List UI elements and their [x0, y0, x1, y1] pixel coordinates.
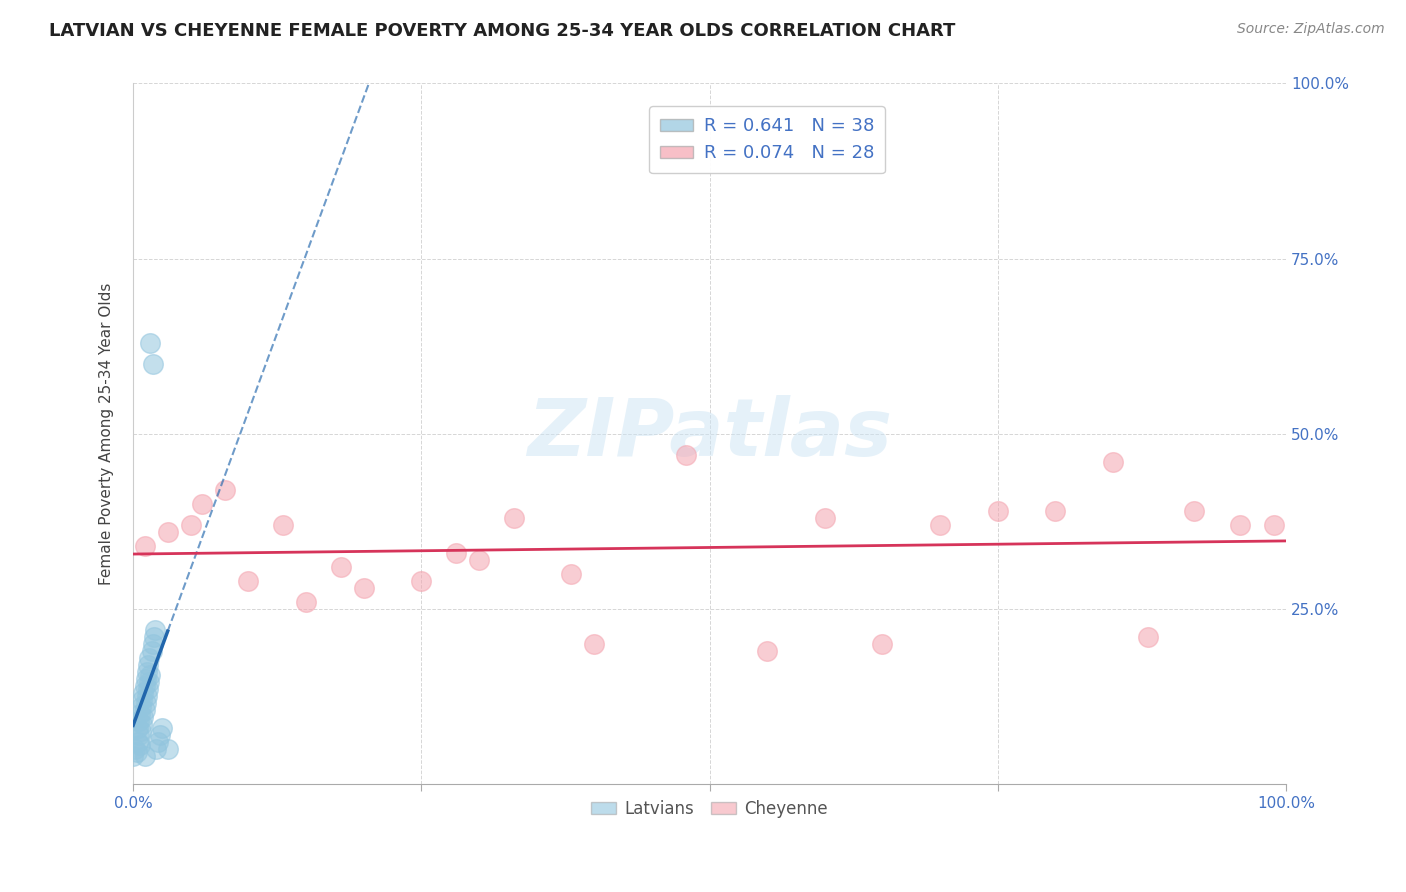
Point — [138, 650, 160, 665]
Point — [814, 510, 837, 524]
Point — [134, 539, 156, 553]
Point — [214, 483, 236, 497]
Point — [143, 623, 166, 637]
Point — [468, 552, 491, 566]
Point — [128, 714, 150, 728]
Point — [156, 741, 179, 756]
Point — [1263, 517, 1285, 532]
Point — [583, 637, 606, 651]
Point — [132, 686, 155, 700]
Point — [987, 503, 1010, 517]
Point — [125, 745, 148, 759]
Point — [132, 710, 155, 724]
Point — [756, 643, 779, 657]
Point — [156, 524, 179, 539]
Point — [444, 546, 467, 560]
Point — [128, 728, 150, 742]
Legend: Latvians, Cheyenne: Latvians, Cheyenne — [585, 793, 835, 824]
Point — [1102, 454, 1125, 468]
Point — [136, 689, 159, 703]
Point — [238, 574, 260, 588]
Y-axis label: Female Poverty Among 25-34 Year Olds: Female Poverty Among 25-34 Year Olds — [100, 283, 114, 585]
Point — [295, 595, 318, 609]
Point — [129, 706, 152, 721]
Point — [142, 357, 165, 371]
Point — [329, 559, 352, 574]
Point — [131, 692, 153, 706]
Point — [139, 668, 162, 682]
Point — [142, 630, 165, 644]
Point — [122, 748, 145, 763]
Point — [929, 517, 952, 532]
Text: LATVIAN VS CHEYENNE FEMALE POVERTY AMONG 25-34 YEAR OLDS CORRELATION CHART: LATVIAN VS CHEYENNE FEMALE POVERTY AMONG… — [49, 22, 956, 40]
Point — [129, 699, 152, 714]
Point — [131, 717, 153, 731]
Point — [142, 637, 165, 651]
Point — [411, 574, 433, 588]
Point — [148, 735, 170, 749]
Point — [149, 728, 172, 742]
Point — [127, 735, 149, 749]
Point — [124, 741, 146, 756]
Point — [134, 703, 156, 717]
Point — [271, 517, 294, 532]
Point — [136, 682, 159, 697]
Point — [502, 510, 524, 524]
Point — [150, 721, 173, 735]
Point — [139, 335, 162, 350]
Point — [136, 657, 159, 672]
Point — [127, 721, 149, 735]
Point — [1136, 630, 1159, 644]
Point — [675, 448, 697, 462]
Point — [191, 497, 214, 511]
Point — [136, 665, 159, 679]
Point — [134, 679, 156, 693]
Text: Source: ZipAtlas.com: Source: ZipAtlas.com — [1237, 22, 1385, 37]
Point — [135, 672, 157, 686]
Point — [872, 637, 894, 651]
Text: ZIPatlas: ZIPatlas — [527, 394, 891, 473]
Point — [353, 581, 375, 595]
Point — [180, 517, 202, 532]
Point — [1045, 503, 1067, 517]
Point — [138, 675, 160, 690]
Point — [1229, 517, 1251, 532]
Point — [141, 643, 163, 657]
Point — [1182, 503, 1205, 517]
Point — [134, 748, 156, 763]
Point — [129, 738, 152, 752]
Point — [560, 566, 582, 581]
Point — [145, 741, 167, 756]
Point — [135, 696, 157, 710]
Point — [129, 724, 152, 739]
